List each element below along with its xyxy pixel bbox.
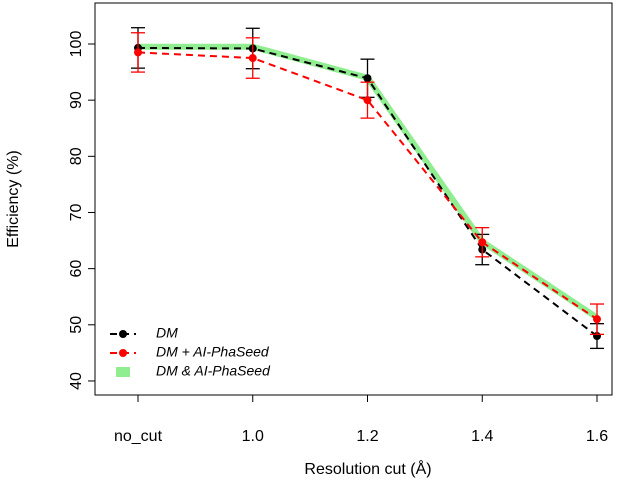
point	[363, 74, 372, 83]
y-tick-label: 100	[68, 31, 85, 58]
legend-swatch	[116, 367, 130, 377]
y-tick-label: 50	[68, 316, 85, 334]
y-tick-label: 80	[68, 147, 85, 165]
x-tick-label: 1.4	[471, 428, 493, 445]
y-tick-label: 90	[68, 91, 85, 109]
legend-point	[119, 349, 127, 357]
point	[478, 238, 487, 247]
series-line	[137, 51, 598, 321]
plot-box	[94, 2, 613, 396]
point	[593, 315, 601, 324]
x-axis-label: Resolution cut (Å)	[304, 459, 431, 478]
point	[248, 54, 257, 63]
y-axis-label: Efficiency (%)	[5, 150, 22, 248]
x-tick-label: 1.0	[242, 428, 264, 445]
legend-point	[119, 330, 127, 338]
legend-label: DM + AI-PhaSeed	[156, 344, 270, 360]
point	[134, 48, 142, 57]
x-tick-label: no_cut	[114, 428, 163, 445]
y-tick-label: 60	[68, 260, 85, 278]
x-tick-label: 1.6	[586, 428, 608, 445]
y-tick-label: 40	[68, 372, 85, 390]
legend-label: DM	[156, 325, 178, 341]
legend-label: DM & AI-PhaSeed	[156, 363, 271, 379]
x-tick-label: 1.2	[356, 428, 378, 445]
point	[363, 96, 372, 105]
y-tick-label: 70	[68, 203, 85, 221]
